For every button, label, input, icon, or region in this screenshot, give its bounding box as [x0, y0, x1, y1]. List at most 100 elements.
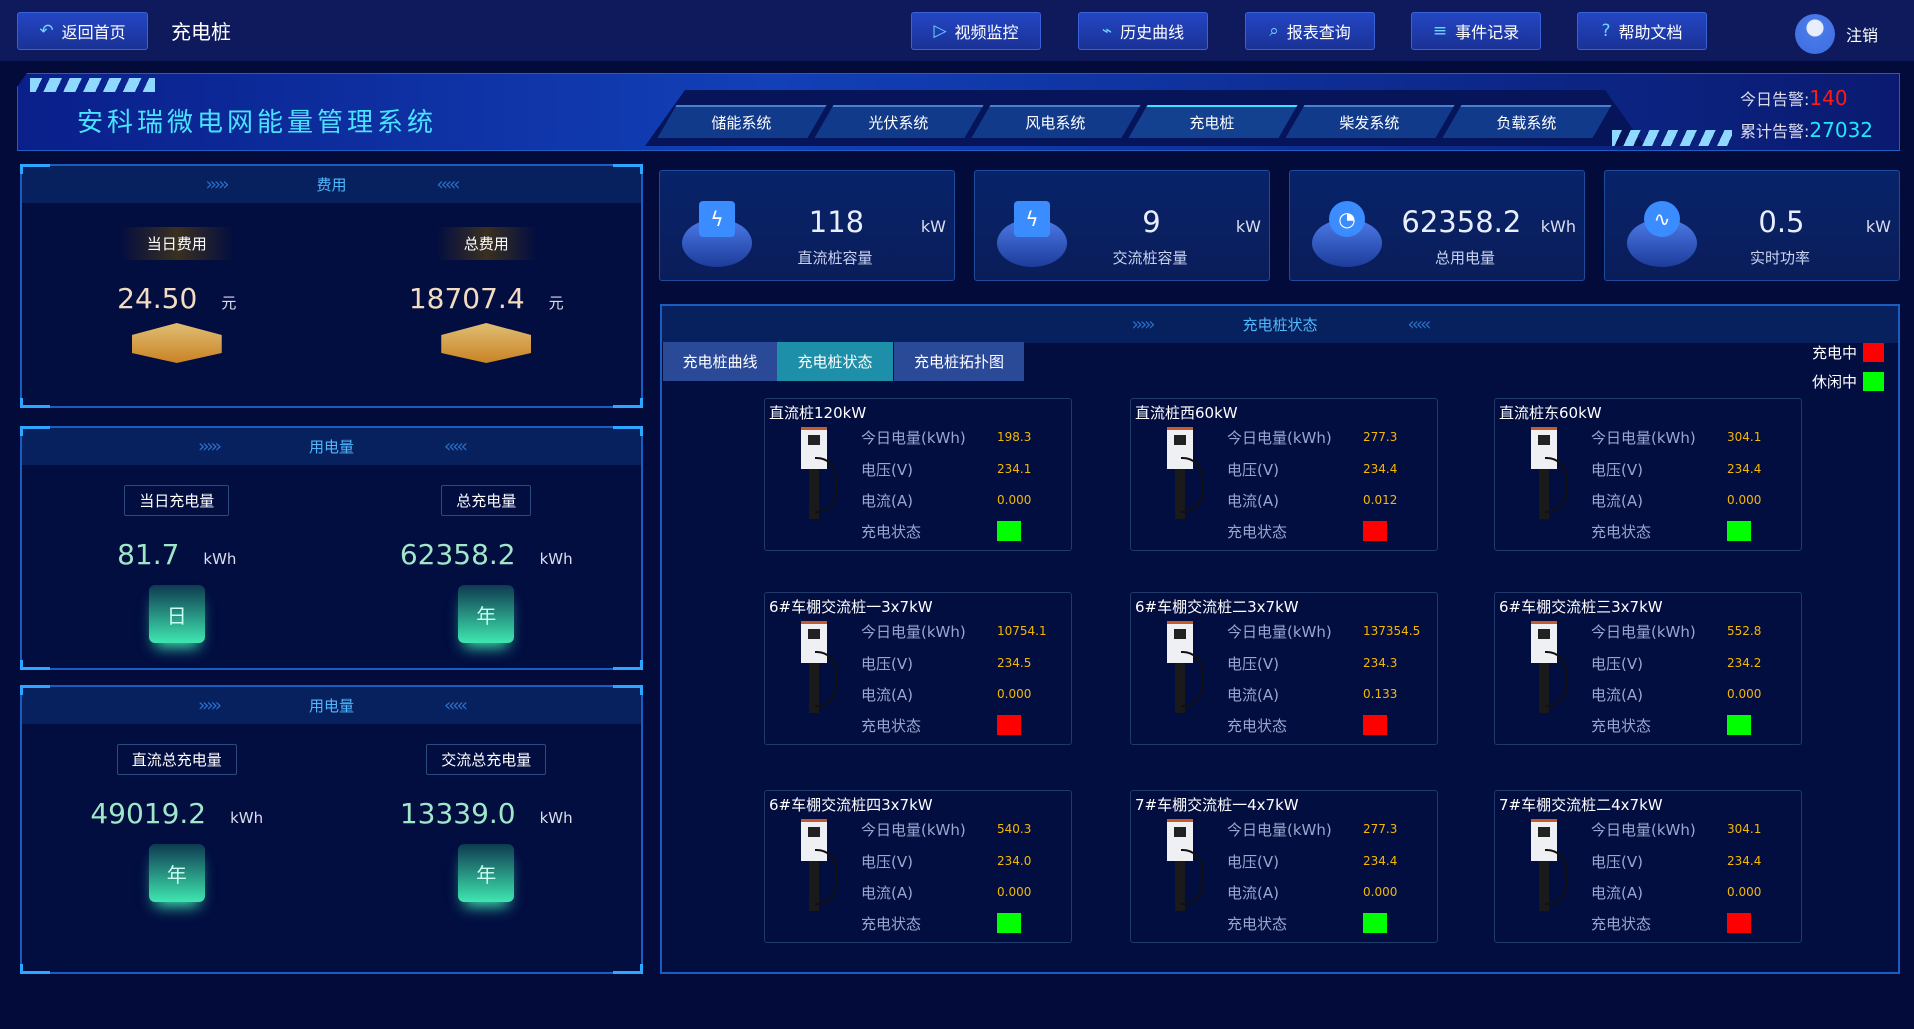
field-label: 今日电量(kWh): [1227, 821, 1332, 839]
charger-card[interactable]: 直流桩东60kW 今日电量(kWh) 304.1 电压(V) 234.4 电流(A) 0.0…: [1494, 398, 1802, 551]
metric: 总充电量 62358.2 kWh 年: [332, 465, 642, 668]
charger-card[interactable]: 6#车棚交流桩三3x7kW 今日电量(kWh) 552.8 电压(V) 234.2 电流(…: [1494, 592, 1802, 745]
status-indicator: [1727, 521, 1751, 541]
charger-name: 直流桩西60kW: [1135, 404, 1238, 422]
field-value: 0.000: [1727, 885, 1762, 899]
panel-header: ››››› 用电量 ‹‹‹‹‹: [22, 428, 641, 465]
nav-button-3[interactable]: ⌕ 报表查询: [1245, 12, 1375, 50]
field-value: 234.2: [1727, 656, 1762, 670]
avatar[interactable]: [1795, 14, 1835, 54]
stat-unit: kW: [1865, 217, 1891, 236]
panel-usage2: ››››› 用电量 ‹‹‹‹‹ 直流总充电量 49019.2 kWh 年 交流总充电量 1333…: [20, 685, 643, 974]
field-value: 234.4: [1727, 854, 1762, 868]
field-label: 电压(V): [861, 853, 913, 871]
stat-card: ◔ 62358.2 kWh 总用电量: [1289, 170, 1585, 281]
back-home-button[interactable]: ↶ 返回首页: [17, 12, 148, 50]
page-title: 充电桩: [171, 20, 231, 44]
metric-label: 交流总充电量: [426, 744, 547, 775]
field-label: 今日电量(kWh): [861, 623, 966, 641]
stat-value: 118: [808, 205, 865, 239]
stat-label: 实时功率: [1749, 249, 1810, 267]
corner-decor: [613, 164, 643, 174]
panel-tab-3[interactable]: 充电桩拓扑图: [894, 342, 1024, 381]
metric-label: 总充电量: [441, 485, 532, 516]
chevrons-left-icon: ‹‹‹‹‹: [436, 174, 461, 195]
nav-label: 事件记录: [1455, 23, 1520, 42]
calendar-icon: 年: [148, 844, 205, 902]
system-tab-2[interactable]: 光伏系统: [814, 105, 984, 138]
nav-button-2[interactable]: ⌁ 历史曲线: [1078, 12, 1208, 50]
field-value: 234.5: [997, 656, 1032, 670]
field-label: 今日电量(kWh): [1227, 429, 1332, 447]
stat-label: 直流桩容量: [797, 249, 873, 267]
charger-card[interactable]: 7#车棚交流桩二4x7kW 今日电量(kWh) 304.1 电压(V) 234.4 电流(…: [1494, 790, 1802, 943]
status-indicator: [997, 715, 1021, 735]
tab-label: 充电桩: [1189, 114, 1235, 132]
metric-value: 62358.2: [399, 538, 516, 571]
panel-usage1: ››››› 用电量 ‹‹‹‹‹ 当日充电量 81.7 kWh 日 总充电量 62358.2 kWh…: [20, 426, 643, 670]
metric-value: 18707.4: [408, 282, 525, 315]
panel-tab-1[interactable]: 充电桩曲线: [663, 342, 777, 381]
charger-part: [1545, 651, 1567, 707]
system-tab-4[interactable]: 充电桩: [1128, 105, 1298, 138]
field-value: 0.000: [1363, 885, 1398, 899]
field-label: 电压(V): [861, 655, 913, 673]
charger-part: [1175, 861, 1185, 911]
nav-button-1[interactable]: ▷ 视频监控: [911, 12, 1041, 50]
logout-link[interactable]: 注销: [1846, 26, 1879, 45]
charger-icon: [1167, 819, 1207, 911]
charger-card[interactable]: 6#车棚交流桩二3x7kW 今日电量(kWh) 137354.5 电压(V) 234.3…: [1130, 592, 1438, 745]
panel-title: 费用: [316, 176, 347, 194]
panel-header: ››››› 用电量 ‹‹‹‹‹: [22, 687, 641, 724]
charger-part: [1545, 457, 1567, 513]
field-value: 234.1: [997, 462, 1032, 476]
charger-card[interactable]: 直流桩西60kW 今日电量(kWh) 277.3 电压(V) 234.4 电流(A) 0.0…: [1130, 398, 1438, 551]
stat-value-row: 118 kW: [760, 205, 946, 239]
metric-value-row: 81.7 kWh: [117, 538, 236, 571]
field-label: 电压(V): [861, 461, 913, 479]
charger-icon: [801, 819, 841, 911]
corner-decor: [613, 685, 643, 695]
charger-part: [1174, 435, 1186, 445]
system-tab-5[interactable]: 柴发系统: [1285, 105, 1455, 138]
system-tab-6[interactable]: 负载系统: [1442, 105, 1612, 138]
stat-value: 9: [1142, 205, 1161, 239]
system-tab-3[interactable]: 风电系统: [971, 105, 1141, 138]
metric-value: 49019.2: [90, 797, 207, 830]
metric-unit: kWh: [230, 809, 264, 827]
charger-card[interactable]: 6#车棚交流桩四3x7kW 今日电量(kWh) 540.3 电压(V) 234.0 电流(…: [764, 790, 1072, 943]
nav-button-5[interactable]: ? 帮助文档: [1577, 12, 1707, 50]
meter-icon: ◔: [1329, 201, 1365, 237]
charger-card[interactable]: 直流桩120kW 今日电量(kWh) 198.3 电压(V) 234.1 电流(A) 0.0…: [764, 398, 1072, 551]
charger-part: [808, 629, 820, 639]
charger-part: [1175, 663, 1185, 713]
charger-card[interactable]: 7#车棚交流桩一4x7kW 今日电量(kWh) 277.3 电压(V) 234.4 电流(…: [1130, 790, 1438, 943]
stat-value-row: 62358.2 kWh: [1390, 205, 1576, 239]
stat-value: 62358.2: [1401, 205, 1522, 239]
system-tab-1[interactable]: 储能系统: [657, 105, 827, 138]
status-indicator: [1363, 913, 1387, 933]
field-label: 电流(A): [1227, 686, 1279, 704]
field-label: 充电状态: [861, 523, 922, 541]
calendar-icon: 年: [458, 844, 515, 902]
field-value: 137354.5: [1363, 624, 1421, 638]
charger-card[interactable]: 6#车棚交流桩一3x7kW 今日电量(kWh) 10754.1 电压(V) 234.5 电…: [764, 592, 1072, 745]
field-label: 充电状态: [1591, 915, 1652, 933]
charger-part: [1531, 427, 1557, 469]
corner-decor: [613, 426, 643, 436]
calendar-icon: 日: [148, 585, 205, 643]
nav-label: 视频监控: [954, 23, 1019, 42]
charger-name: 6#车棚交流桩三3x7kW: [1499, 598, 1663, 616]
legend-item: 充电中: [1812, 342, 1885, 363]
charger-icon: [801, 621, 841, 713]
stat-unit: kW: [1235, 217, 1261, 236]
nav-button-4[interactable]: ≡ 事件记录: [1411, 12, 1541, 50]
status-indicator: [1727, 913, 1751, 933]
metric-value: 81.7: [117, 538, 180, 571]
panel-tab-2[interactable]: 充电桩状态: [777, 342, 893, 381]
field-value: 552.8: [1727, 624, 1762, 638]
field-value: 0.000: [1727, 493, 1762, 507]
field-label: 电流(A): [861, 686, 913, 704]
pulse-icon: ∿: [1644, 201, 1680, 237]
charger-name: 7#车棚交流桩二4x7kW: [1499, 796, 1663, 814]
